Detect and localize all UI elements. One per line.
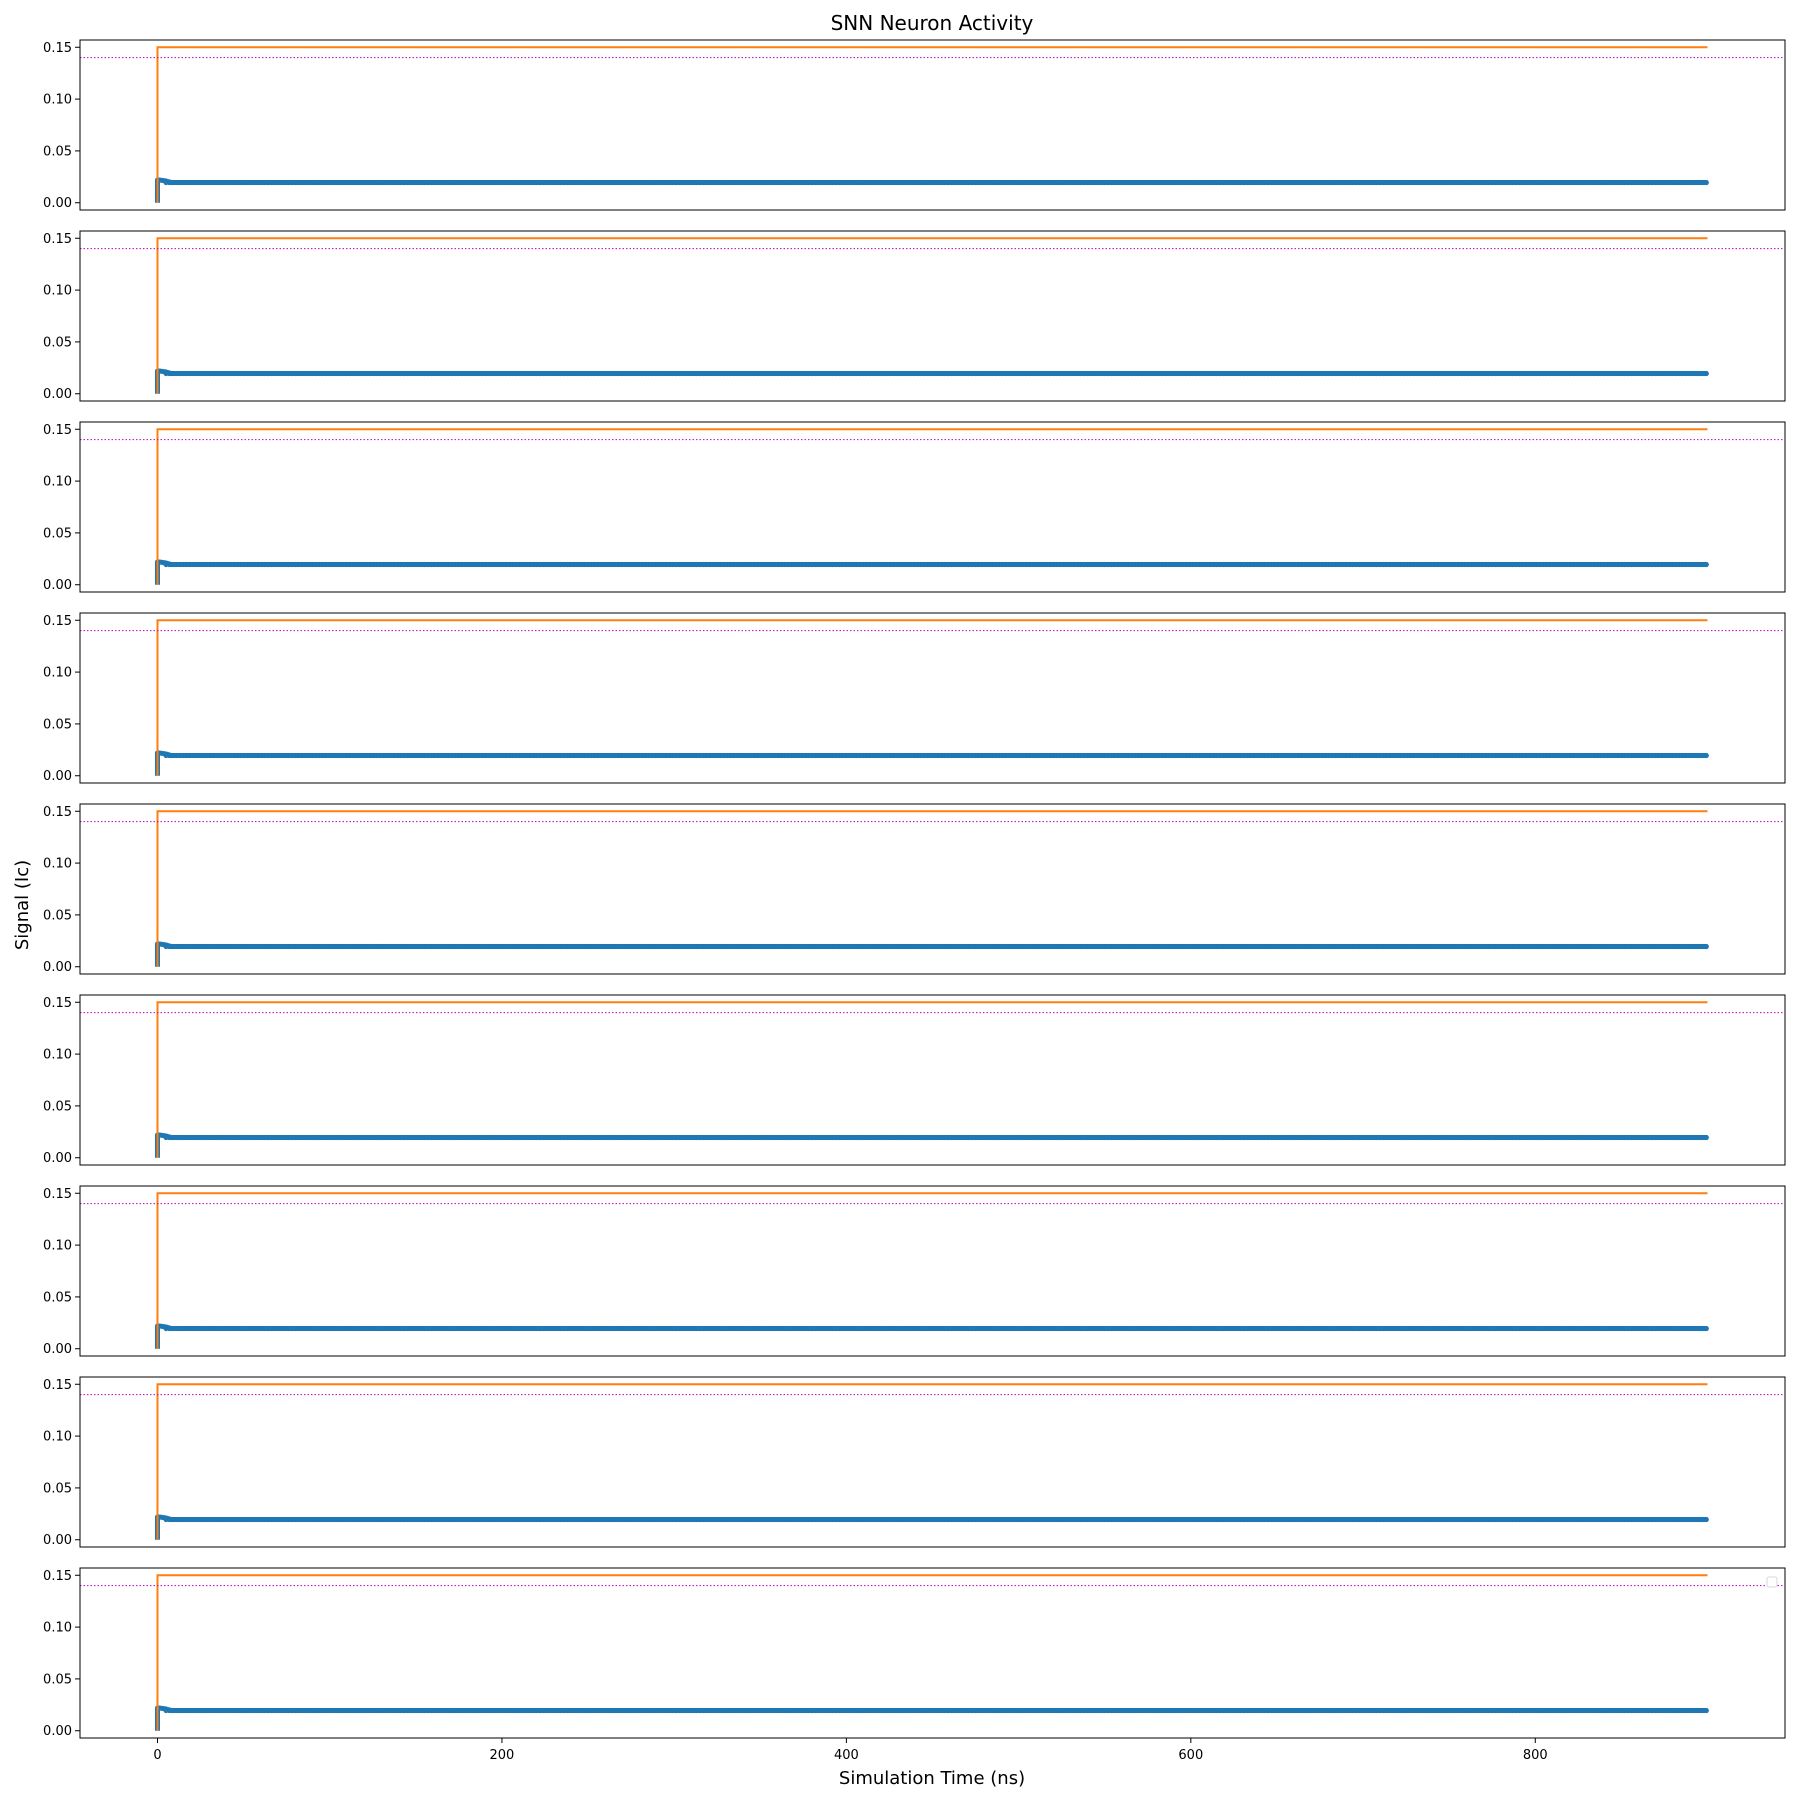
plot-area-9 bbox=[80, 1574, 1785, 1731]
axes-frame-3 bbox=[79, 421, 1786, 593]
y-tick-label: 0.10 bbox=[43, 475, 72, 490]
y-tick-label: 0.15 bbox=[43, 1187, 72, 1202]
y-tick-label: 0.10 bbox=[43, 857, 72, 872]
plot-area-1 bbox=[80, 46, 1785, 203]
y-tick-label: 0.10 bbox=[43, 666, 72, 681]
y-tick-label: 0.15 bbox=[43, 423, 72, 438]
axes-frame-1 bbox=[79, 39, 1786, 211]
y-tick-label: 0.10 bbox=[43, 1048, 72, 1063]
y-tick-label: 0.00 bbox=[43, 1724, 72, 1739]
input-current-line-7 bbox=[156, 1192, 1708, 1349]
panel-8: 0.00 0.05 0.10 0.15 bbox=[43, 1376, 1786, 1548]
y-tick-label: 0.05 bbox=[43, 335, 72, 350]
axes-frame-8 bbox=[79, 1376, 1786, 1548]
plot-area-7 bbox=[80, 1192, 1785, 1349]
y-tick-label: 0.10 bbox=[43, 93, 72, 108]
panel-3: 0.00 0.05 0.10 0.15 bbox=[43, 421, 1786, 593]
membrane-markers-4 bbox=[163, 752, 1709, 759]
y-tick-label: 0.10 bbox=[43, 1239, 72, 1254]
y-tick-label: 0.00 bbox=[43, 960, 72, 975]
membrane-markers-6 bbox=[163, 1134, 1709, 1141]
membrane-markers-2 bbox=[163, 370, 1709, 377]
plot-area-8 bbox=[80, 1383, 1785, 1540]
input-current-line-2 bbox=[156, 237, 1708, 394]
plot-area-6 bbox=[80, 1001, 1785, 1158]
y-tick-label: 0.15 bbox=[43, 805, 72, 820]
y-tick-label: 0.05 bbox=[43, 1672, 72, 1687]
y-tick-label: 0.00 bbox=[43, 387, 72, 402]
x-tick-label: 200 bbox=[490, 1748, 515, 1763]
y-tick-label: 0.05 bbox=[43, 1099, 72, 1114]
y-tick-label: 0.15 bbox=[43, 614, 72, 629]
membrane-markers-1 bbox=[163, 179, 1709, 186]
chart-title: SNN Neuron Activity bbox=[831, 11, 1034, 35]
membrane-markers-5 bbox=[163, 943, 1709, 950]
membrane-markers-8 bbox=[163, 1516, 1709, 1523]
axes-frame-5 bbox=[79, 803, 1786, 975]
plot-area-2 bbox=[80, 237, 1785, 394]
y-tick-label: 0.15 bbox=[43, 41, 72, 56]
y-tick-label: 0.10 bbox=[43, 1621, 72, 1636]
y-tick-label: 0.00 bbox=[43, 578, 72, 593]
y-tick-label: 0.05 bbox=[43, 717, 72, 732]
x-tick-label: 600 bbox=[1178, 1748, 1203, 1763]
y-tick-label: 0.15 bbox=[43, 1569, 72, 1584]
y-tick-label: 0.05 bbox=[43, 526, 72, 541]
axes-frame-2 bbox=[79, 230, 1786, 402]
panel-9: 0.00 0.05 0.10 0.15 0 200 400 600 800 bbox=[43, 1567, 1786, 1763]
membrane-markers-9 bbox=[163, 1707, 1709, 1714]
axes-frame-6 bbox=[79, 994, 1786, 1166]
y-tick-label: 0.00 bbox=[43, 1533, 72, 1548]
y-tick-label: 0.00 bbox=[43, 1342, 72, 1357]
panel-5: 0.00 0.05 0.10 0.15 bbox=[43, 803, 1786, 975]
panel-1: 0.00 0.05 0.10 0.15 bbox=[43, 39, 1786, 211]
plot-area-3 bbox=[80, 428, 1785, 585]
y-tick-label: 0.15 bbox=[43, 1378, 72, 1393]
y-tick-label: 0.15 bbox=[43, 232, 72, 247]
y-tick-label: 0.00 bbox=[43, 1151, 72, 1166]
panel-4: 0.00 0.05 0.10 0.15 bbox=[43, 612, 1786, 784]
axes-frame-9 bbox=[79, 1567, 1786, 1739]
plot-area-5 bbox=[80, 810, 1785, 967]
input-current-line-1 bbox=[156, 46, 1708, 203]
input-current-line-5 bbox=[156, 810, 1708, 967]
y-axis-label: Signal (Ic) bbox=[12, 860, 33, 950]
y-tick-label: 0.10 bbox=[43, 284, 72, 299]
panel-2: 0.00 0.05 0.10 0.15 bbox=[43, 230, 1786, 402]
membrane-markers-7 bbox=[163, 1325, 1709, 1332]
membrane-markers-3 bbox=[163, 561, 1709, 568]
y-tick-label: 0.15 bbox=[43, 996, 72, 1011]
y-tick-label: 0.10 bbox=[43, 1430, 72, 1445]
axes-frame-4 bbox=[79, 612, 1786, 784]
x-axis-label: Simulation Time (ns) bbox=[839, 1768, 1025, 1789]
y-tick-label: 0.00 bbox=[43, 769, 72, 784]
y-tick-label: 0.05 bbox=[43, 1481, 72, 1496]
input-current-line-6 bbox=[156, 1001, 1708, 1158]
y-tick-label: 0.05 bbox=[43, 1290, 72, 1305]
y-tick-label: 0.05 bbox=[43, 144, 72, 159]
y-tick-label: 0.00 bbox=[43, 196, 72, 211]
y-tick-label: 0.05 bbox=[43, 908, 72, 923]
legend-box bbox=[1766, 1576, 1778, 1588]
panel-6: 0.00 0.05 0.10 0.15 bbox=[43, 994, 1786, 1166]
input-current-line-4 bbox=[156, 619, 1708, 776]
panels: 0.00 0.05 0.10 0.15 0.00 0.05 0.10 0.15 0.00 0.05… bbox=[43, 39, 1786, 1763]
plot-area-4 bbox=[80, 619, 1785, 776]
x-tick-label: 400 bbox=[834, 1748, 859, 1763]
axes-frame-7 bbox=[79, 1185, 1786, 1357]
x-tick-label: 0 bbox=[153, 1748, 161, 1763]
input-current-line-3 bbox=[156, 428, 1708, 585]
input-current-line-9 bbox=[156, 1574, 1708, 1731]
x-tick-label: 800 bbox=[1523, 1748, 1548, 1763]
panel-7: 0.00 0.05 0.10 0.15 bbox=[43, 1185, 1786, 1357]
input-current-line-8 bbox=[156, 1383, 1708, 1540]
